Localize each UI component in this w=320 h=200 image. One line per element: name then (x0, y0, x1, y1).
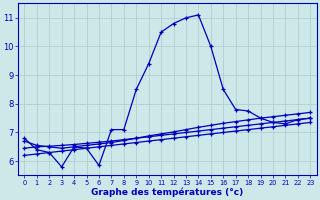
X-axis label: Graphe des températures (°c): Graphe des températures (°c) (91, 187, 244, 197)
